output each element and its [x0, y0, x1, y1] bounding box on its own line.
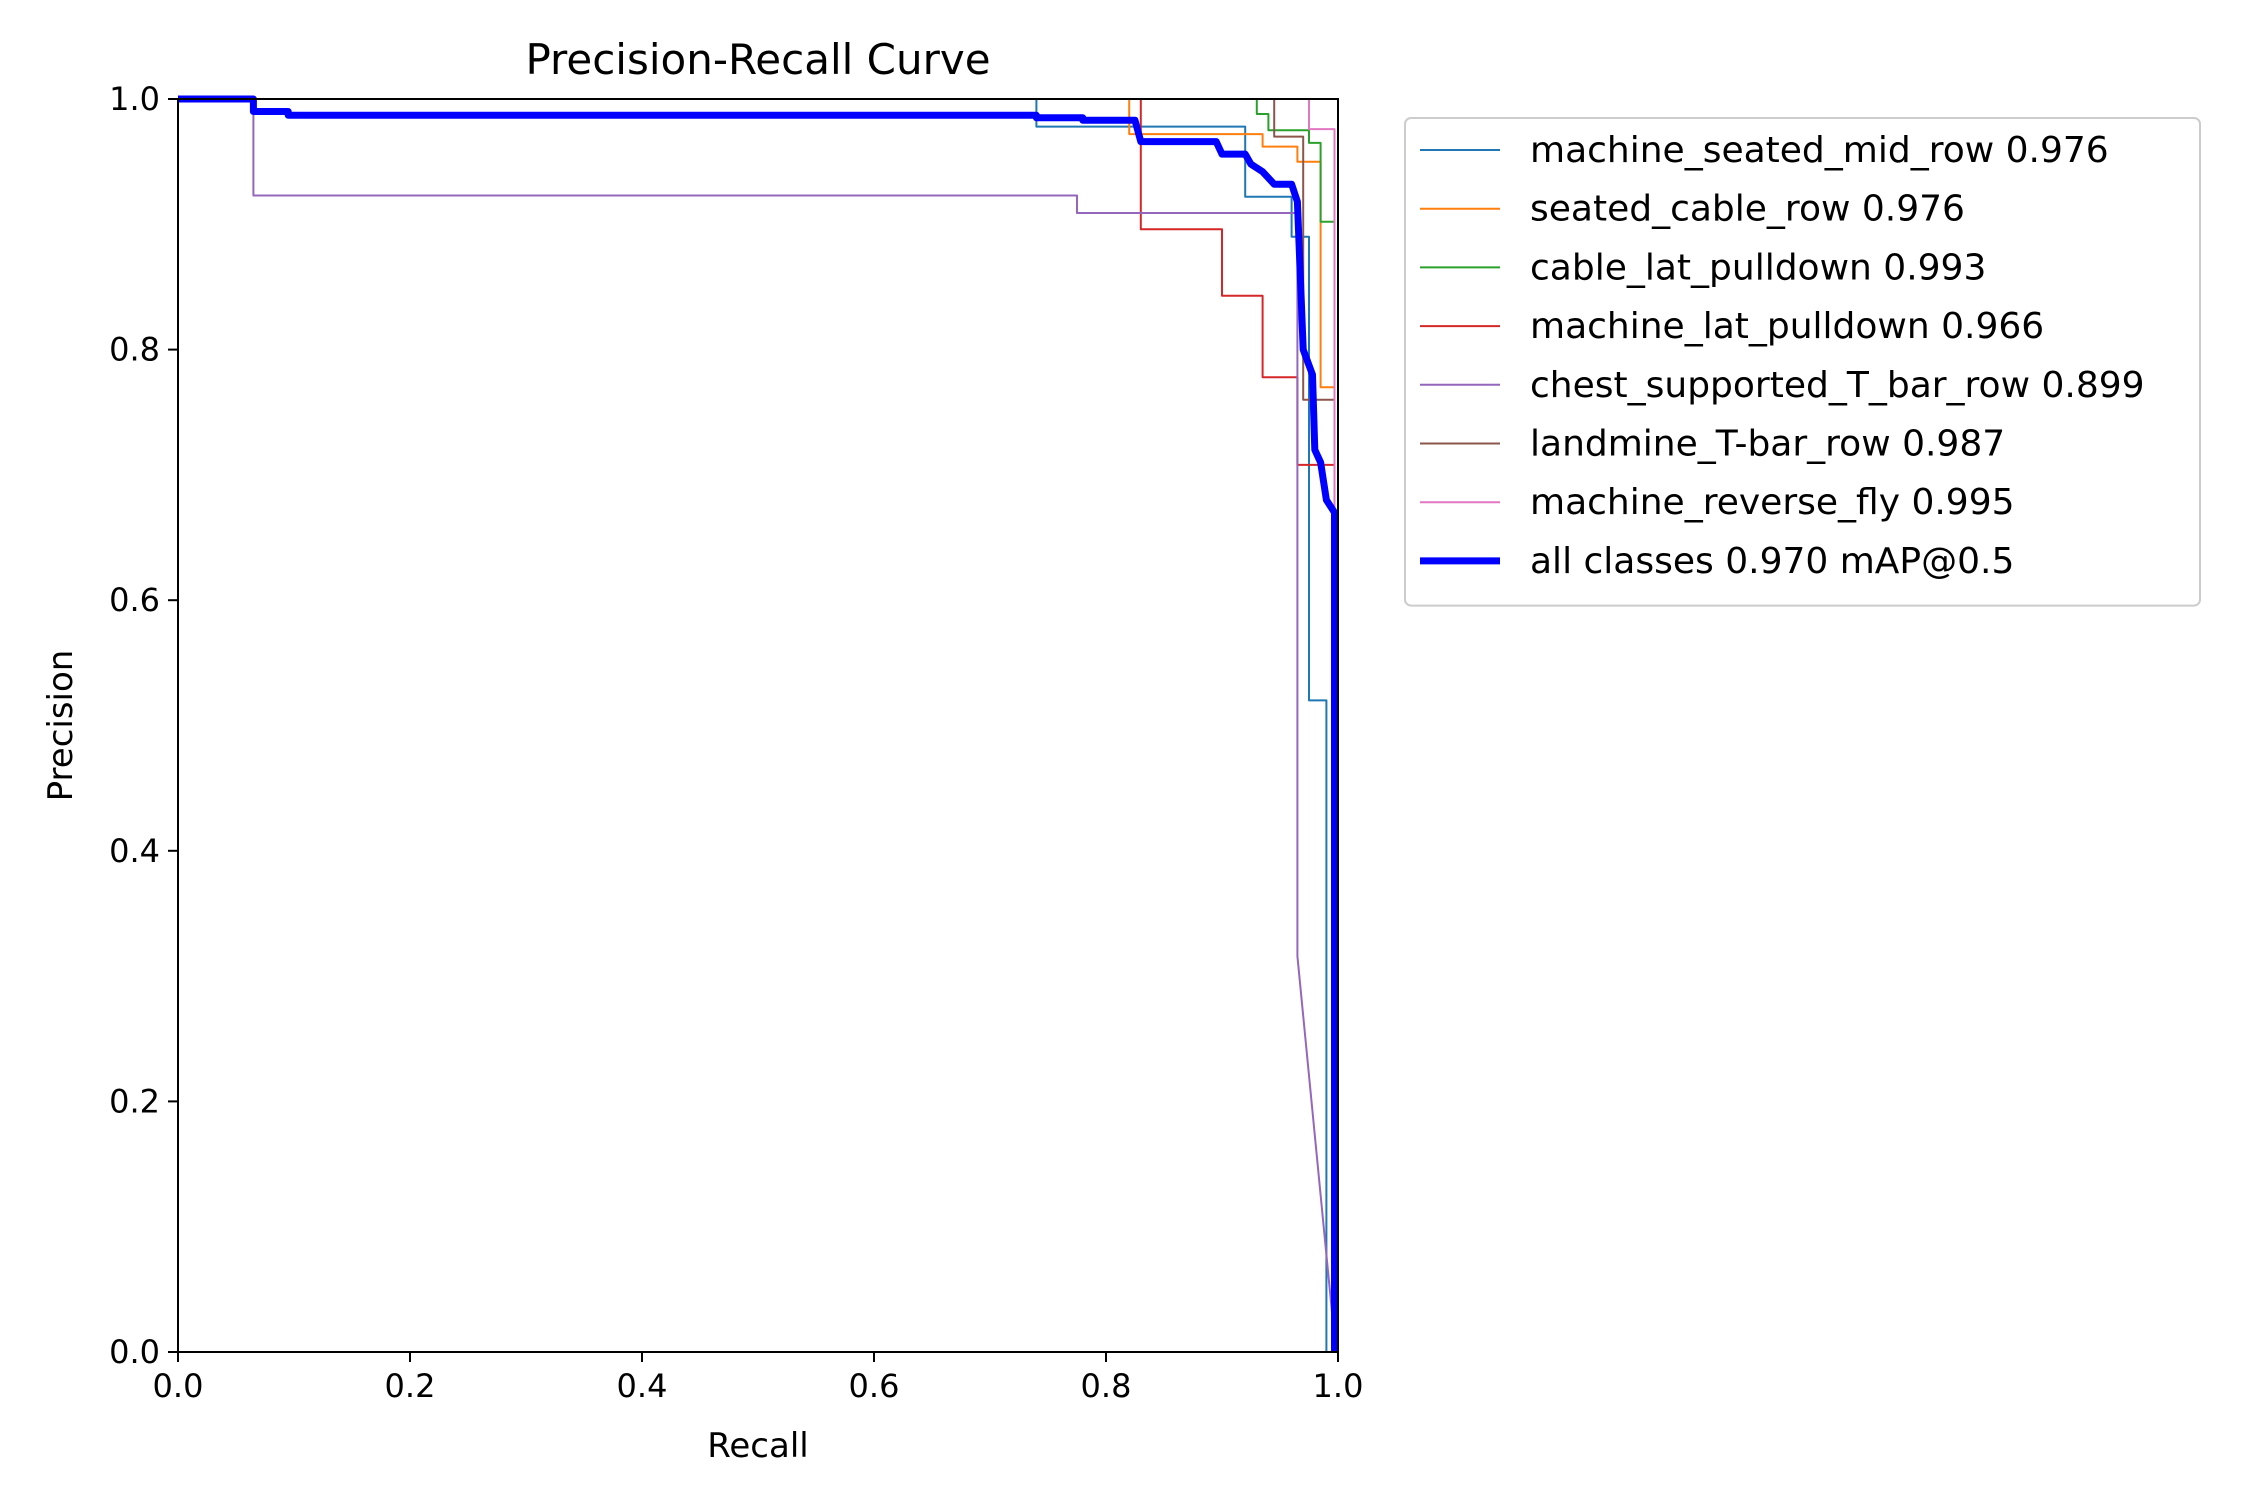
series-line-1	[178, 98, 1336, 1352]
x-axis-label: Recall	[707, 1426, 808, 1466]
legend-entry-label: machine_lat_pulldown 0.966	[1530, 306, 2044, 347]
legend-entry-label: landmine_T-bar_row 0.987	[1530, 424, 2005, 465]
legend-box	[1404, 117, 2201, 607]
y-tick-label: 0.2	[109, 1082, 160, 1120]
x-axis: 0.0 0.2 0.4 0.6 0.8 1.0	[153, 1352, 1364, 1405]
y-tick-label: 0.8	[109, 331, 160, 369]
x-tick-label: 1.0	[1313, 1367, 1364, 1405]
legend-entry-label: all classes 0.970 mAP@0.5	[1530, 541, 2014, 582]
y-axis-label: Precision	[41, 650, 81, 802]
series-line-4	[178, 98, 1334, 1352]
plot-frame	[177, 98, 1339, 1353]
legend-entry-label: machine_reverse_fly 0.995	[1530, 482, 2015, 523]
x-tick-label: 0.2	[385, 1367, 436, 1405]
series-line-5	[178, 98, 1336, 1352]
legend-entry-label: chest_supported_T_bar_row 0.899	[1530, 365, 2145, 406]
legend: machine_seated_mid_row 0.976 seated_cable…	[1404, 117, 2201, 607]
x-tick-label: 0.4	[617, 1367, 668, 1405]
series-line-7	[178, 95, 1338, 1352]
y-tick-label: 0.6	[109, 581, 160, 619]
y-axis: 0.0 0.2 0.4 0.6 0.8 1.0	[109, 80, 178, 1371]
x-tick-label: 0.8	[1081, 1367, 1132, 1405]
series-line-6	[178, 98, 1336, 1352]
y-tick-label: 0.4	[109, 832, 160, 870]
series-line-3	[178, 98, 1336, 1352]
y-tick-label: 1.0	[109, 80, 160, 118]
y-tick-label: 0.0	[109, 1333, 160, 1371]
series-layer	[178, 95, 1338, 1352]
x-tick-label: 0.0	[153, 1367, 204, 1405]
series-line-2	[178, 98, 1336, 1352]
legend-entry-label: seated_cable_row 0.976	[1530, 189, 1965, 230]
chart-title: Precision-Recall Curve	[525, 35, 990, 84]
legend-entry-label: cable_lat_pulldown 0.993	[1530, 247, 1986, 288]
series-line-0	[178, 98, 1328, 1352]
x-tick-label: 0.6	[849, 1367, 900, 1405]
legend-entry-label: machine_seated_mid_row 0.976	[1530, 130, 2109, 171]
